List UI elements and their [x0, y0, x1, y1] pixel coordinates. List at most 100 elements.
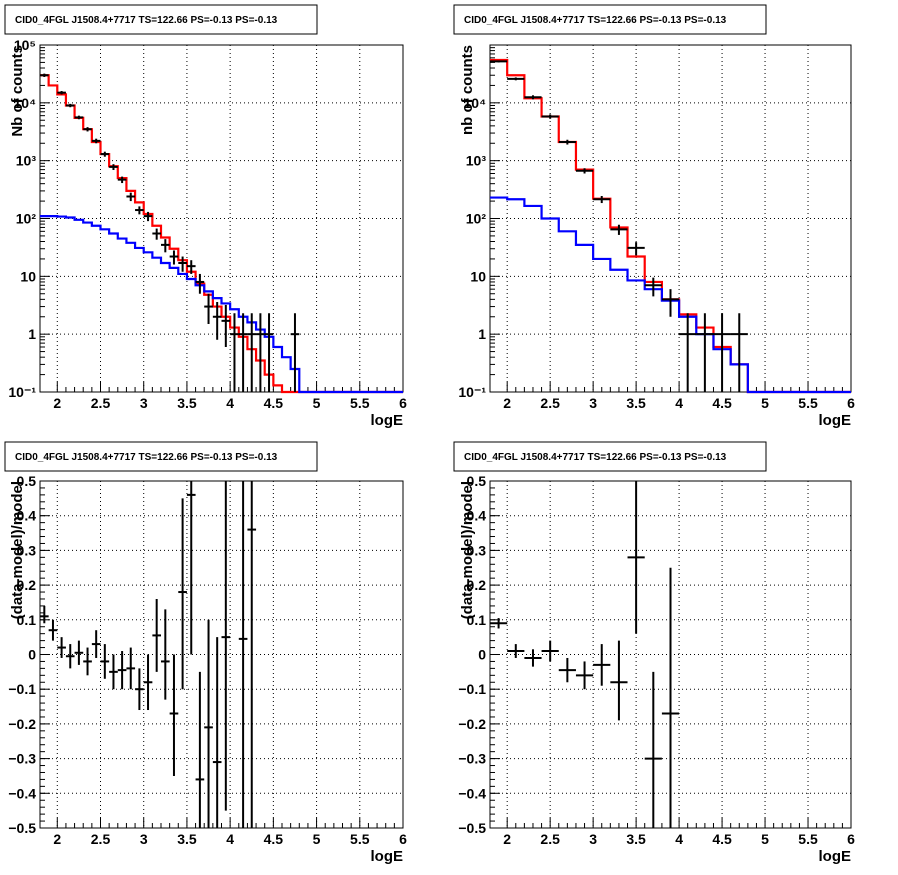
y-axis-label: (data-model)/model	[9, 481, 26, 619]
x-tick-label: 4.5	[264, 395, 284, 411]
x-tick-label: 4.5	[264, 831, 284, 847]
data-point	[558, 657, 576, 683]
data-point	[610, 640, 628, 721]
y-tick-label: 0.2	[467, 577, 487, 593]
data-point	[143, 654, 153, 711]
y-tick-label: 10⁻¹	[458, 384, 486, 400]
data-point	[644, 671, 662, 828]
y-tick-label: 0	[28, 647, 36, 663]
series-line-red	[40, 74, 403, 394]
x-tick-label: 2.5	[91, 395, 111, 411]
x-tick-label: 5	[313, 395, 321, 411]
y-axis-label: nb of counts	[459, 45, 476, 135]
y-axis-label: Nb of counts	[9, 45, 26, 137]
chart-title: CID0_4FGL J1508.4+7717 TS=122.66 PS=-0.1…	[15, 15, 278, 26]
data-point	[541, 640, 559, 662]
data-point	[238, 313, 248, 392]
x-tick-label: 2	[503, 831, 511, 847]
x-tick-label: 3.5	[626, 395, 646, 411]
y-tick-label: 0.1	[467, 612, 487, 628]
data-point	[74, 640, 84, 665]
x-tick-label: 5.5	[350, 395, 370, 411]
y-tick-label: 10	[470, 268, 486, 284]
y-tick-label: 0.5	[467, 473, 487, 489]
x-tick-label: 3	[140, 395, 148, 411]
data-point	[713, 313, 731, 392]
chart-title-box	[4, 4, 318, 35]
x-tick-label: 6	[847, 831, 855, 847]
chart-panel-br: CID0_4FGL J1508.4+7717 TS=122.66 PS=-0.1…	[453, 441, 855, 865]
data-point	[507, 644, 525, 658]
data-point	[575, 661, 594, 690]
data-point	[247, 481, 257, 828]
data-point	[661, 567, 680, 828]
x-tick-label: 4	[675, 395, 683, 411]
x-tick-label: 6	[399, 831, 407, 847]
y-tick-label: −0.1	[8, 681, 36, 697]
data-point	[178, 498, 187, 690]
data-point	[169, 654, 179, 776]
x-tick-label: 4	[226, 395, 234, 411]
data-point	[490, 60, 508, 63]
data-point	[558, 139, 576, 145]
y-tick-label: 10⁴	[464, 95, 487, 111]
x-tick-label: 2.5	[540, 395, 560, 411]
y-tick-label: −0.4	[8, 785, 36, 801]
y-tick-label: 1	[28, 326, 36, 342]
x-tick-label: 2.5	[91, 831, 111, 847]
x-axis-label: logE	[819, 412, 852, 429]
data-point	[679, 313, 697, 392]
data-point	[91, 630, 101, 658]
data-point	[152, 228, 161, 240]
chart-title: CID0_4FGL J1508.4+7717 TS=122.66 PS=-0.1…	[464, 452, 727, 463]
x-tick-label: 6	[847, 395, 855, 411]
data-point	[109, 654, 118, 690]
x-tick-label: 3	[589, 831, 597, 847]
data-point	[65, 644, 75, 669]
data-point	[161, 609, 170, 700]
data-point	[57, 91, 66, 95]
x-tick-label: 2	[503, 395, 511, 411]
data-point	[661, 289, 680, 317]
data-point	[627, 242, 645, 256]
x-tick-label: 5	[313, 831, 321, 847]
data-point	[143, 211, 153, 222]
data-point	[627, 481, 645, 634]
x-tick-label: 3.5	[626, 831, 646, 847]
data-point	[264, 313, 274, 392]
y-tick-label: 0.3	[17, 542, 37, 558]
data-point	[126, 192, 136, 202]
data-point	[161, 239, 170, 253]
y-tick-label: −0.5	[8, 820, 36, 836]
y-tick-label: 1	[478, 326, 486, 342]
x-tick-label: 4.5	[712, 831, 732, 847]
data-point	[610, 224, 628, 235]
data-point	[238, 481, 248, 828]
y-tick-label: −0.3	[8, 751, 36, 767]
chart-panel-tr: CID0_4FGL J1508.4+7717 TS=122.66 PS=-0.1…	[453, 4, 855, 429]
chart-panel-bl: CID0_4FGL J1508.4+7717 TS=122.66 PS=-0.1…	[4, 441, 407, 865]
y-tick-label: 0.5	[17, 473, 37, 489]
data-point	[100, 644, 110, 679]
data-point	[65, 103, 75, 108]
data-point	[195, 671, 205, 828]
data-point	[696, 313, 714, 392]
y-tick-label: 10²	[16, 211, 37, 227]
data-point	[186, 260, 196, 274]
y-tick-label: 10²	[466, 211, 487, 227]
data-point	[290, 313, 300, 392]
x-axis-label: logE	[819, 848, 852, 865]
y-tick-label: 10³	[16, 153, 37, 169]
chart-panel-tl: CID0_4FGL J1508.4+7717 TS=122.66 PS=-0.1…	[4, 4, 407, 429]
data-point	[40, 605, 49, 624]
series-line-red	[490, 58, 851, 394]
y-tick-label: −0.4	[458, 785, 486, 801]
data-point	[117, 176, 127, 184]
series-line-blue	[40, 215, 403, 394]
data-point	[126, 647, 136, 690]
y-tick-label: −0.1	[458, 681, 486, 697]
y-tick-label: 10⁴	[14, 95, 37, 111]
chart-title-box	[453, 4, 767, 35]
x-tick-label: 5	[761, 831, 769, 847]
data-point	[593, 195, 611, 204]
